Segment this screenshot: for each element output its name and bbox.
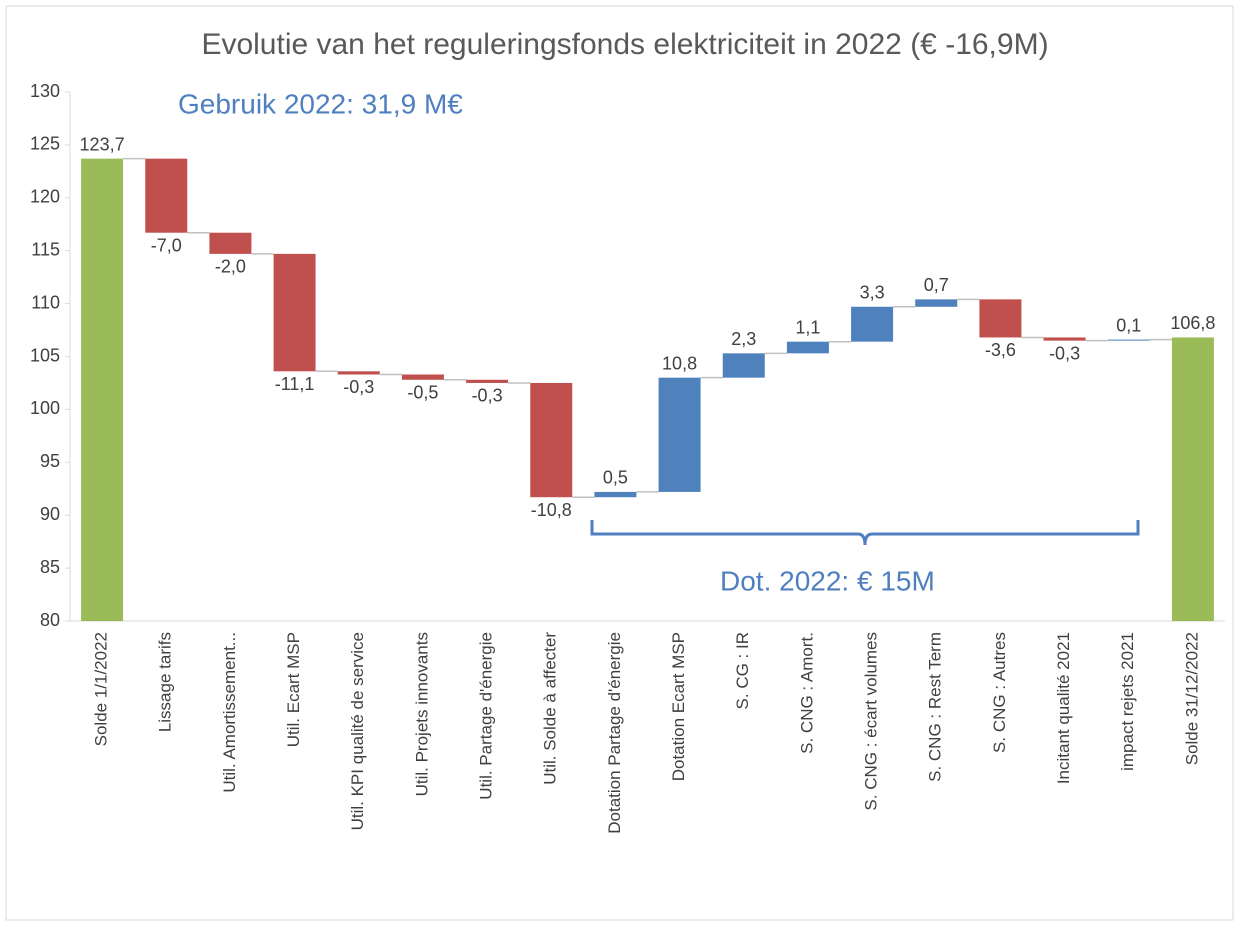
y-tick-label: 105 <box>30 345 60 365</box>
chart-title: Evolutie van het reguleringsfonds elektr… <box>201 28 1048 61</box>
bar <box>273 253 316 372</box>
y-tick-label: 80 <box>40 610 60 630</box>
y-tick-label: 110 <box>31 292 60 312</box>
y-tick-label: 130 <box>30 81 60 101</box>
bar <box>1043 337 1086 341</box>
value-label: 0,7 <box>924 275 949 295</box>
x-tick-label: Util. Amortissement... <box>220 632 239 793</box>
x-tick-label: Util. Partage d'énergie <box>477 632 496 800</box>
value-label: -2,0 <box>215 257 246 277</box>
value-label: 10,8 <box>662 353 697 373</box>
value-label: -0,3 <box>343 377 374 397</box>
bar <box>530 382 573 498</box>
x-tick-label: impact rejets 2021 <box>1118 632 1137 771</box>
x-tick-label: Solde 1/1/2022 <box>92 632 111 746</box>
y-tick-label: 90 <box>40 504 60 524</box>
value-label: 0,5 <box>603 468 628 488</box>
y-tick-label: 125 <box>30 134 60 154</box>
value-label: -0,3 <box>1049 343 1080 363</box>
value-label: 0,1 <box>1116 315 1141 335</box>
annotation: Dot. 2022: € 15M <box>720 565 935 596</box>
x-tick-label: Util. KPI qualité de service <box>348 632 367 830</box>
bar <box>466 379 509 383</box>
chart-border <box>5 5 1234 921</box>
bar <box>209 232 252 254</box>
bar <box>786 341 829 354</box>
bar <box>81 158 124 622</box>
x-tick-label: Util. Solde à affecter <box>541 632 560 785</box>
x-tick-label: S. CNG : Rest Term <box>926 632 945 782</box>
x-tick-label: Util. Ecart MSP <box>284 632 303 747</box>
bar <box>915 299 958 307</box>
bar <box>401 374 444 380</box>
y-tick-label: 95 <box>40 451 60 471</box>
x-tick-label: Dotation Ecart MSP <box>669 632 688 781</box>
y-tick-label: 115 <box>31 239 60 259</box>
value-label: -7,0 <box>151 235 182 255</box>
value-label: -10,8 <box>531 500 572 520</box>
value-label: 1,1 <box>795 317 820 337</box>
value-label: 123,7 <box>80 134 125 154</box>
value-label: -11,1 <box>275 374 315 394</box>
x-tick-label: Util. Projets innovants <box>412 632 431 796</box>
bracket <box>590 520 1140 546</box>
bar <box>145 158 188 233</box>
y-tick-label: 120 <box>30 187 60 207</box>
x-tick-label: S. CG : IR <box>733 632 752 709</box>
x-tick-label: Dotation Partage d'énergie <box>605 632 624 834</box>
value-label: -0,5 <box>407 383 438 403</box>
value-label: -3,6 <box>985 340 1016 360</box>
x-tick-label: S. CNG : Amort. <box>797 632 816 754</box>
x-tick-label: Incitant qualité 2021 <box>1054 632 1073 784</box>
y-tick-label: 85 <box>40 557 60 577</box>
bar <box>337 371 380 375</box>
bar <box>979 299 1022 338</box>
x-tick-label: S. CNG : écart volumes <box>862 632 881 811</box>
x-tick-label: Solde 31/12/2022 <box>1182 632 1201 765</box>
x-tick-label: Lissage tarifs <box>156 632 175 732</box>
bar <box>1107 339 1150 341</box>
value-label: -0,3 <box>472 386 503 406</box>
bar <box>658 377 701 492</box>
annotation: Gebruik 2022: 31,9 M€ <box>178 88 463 119</box>
bar <box>851 306 894 342</box>
value-label: 106,8 <box>1170 313 1215 333</box>
bar <box>722 353 765 378</box>
y-tick-label: 100 <box>30 398 60 418</box>
bar <box>1171 337 1214 621</box>
x-tick-label: S. CNG : Autres <box>990 632 1009 753</box>
value-label: 3,3 <box>860 283 885 303</box>
bar <box>594 491 637 498</box>
value-label: 2,3 <box>731 329 756 349</box>
